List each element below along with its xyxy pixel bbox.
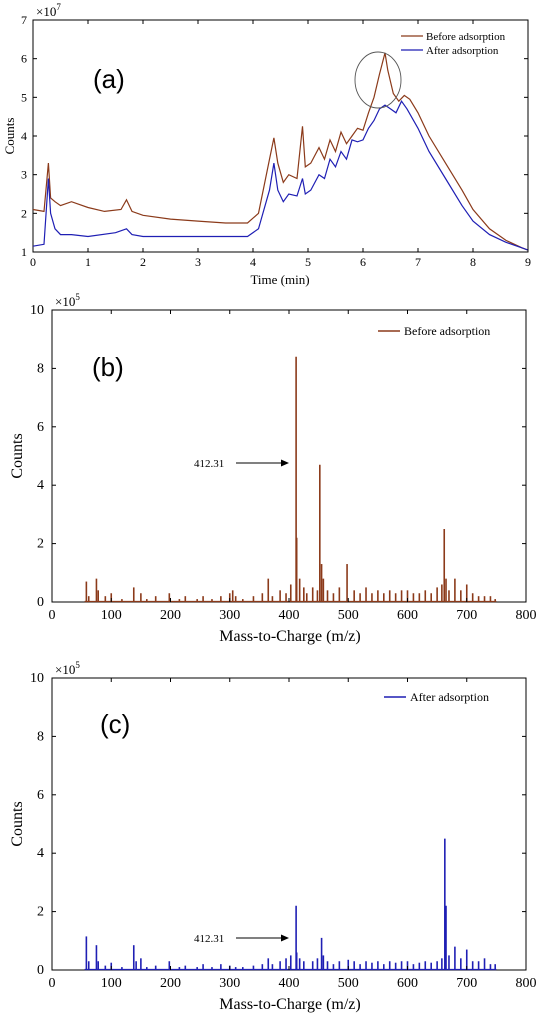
x-tick-label: 200	[160, 976, 181, 991]
legend-label-after: After adsorption	[426, 45, 499, 57]
annotation-arrowhead	[281, 934, 289, 942]
panel-c-legend: After adsorption	[384, 690, 489, 704]
panel-c: 0 100 200 300 400 500 600 700 800 0 2 4 6 8 10 ×105 Co…	[9, 660, 537, 1013]
panel-b-x-label: Mass-to-Charge (m/z)	[219, 628, 360, 645]
y-tick-label: 10	[30, 671, 44, 686]
y-tick-label: 6	[37, 788, 44, 803]
panel-a-y-exponent: ×107	[36, 2, 61, 19]
x-tick-label: 800	[516, 608, 537, 623]
y-tick-label: 5	[21, 90, 27, 104]
panel-b-label: (b)	[92, 352, 124, 382]
panel-c-x-label: Mass-to-Charge (m/z)	[219, 996, 360, 1013]
panel-c-label: (c)	[100, 709, 130, 739]
series-line-after	[32, 100, 529, 251]
x-tick-label: 9	[525, 255, 531, 269]
legend-label-after: After adsorption	[410, 690, 489, 704]
x-tick-label: 4	[250, 255, 256, 269]
x-tick-label: 3	[195, 255, 201, 269]
annotation-mz-label: 412.31	[194, 933, 224, 945]
x-tick-label: 500	[338, 608, 359, 623]
x-tick-label: 300	[219, 608, 240, 623]
panel-a-y-label: Counts	[2, 118, 17, 155]
y-tick-label: 7	[21, 13, 27, 27]
y-tick-label: 4	[21, 129, 27, 143]
x-tick-label: 2	[140, 255, 146, 269]
y-tick-label: 3	[21, 168, 27, 182]
x-tick-label: 100	[101, 608, 122, 623]
y-tick-label: 6	[21, 52, 27, 66]
y-tick-label: 2	[21, 206, 27, 220]
panel-a-label: (a)	[93, 64, 125, 94]
x-tick-label: 800	[516, 976, 537, 991]
panel-a-x-label: Time (min)	[250, 272, 309, 287]
x-tick-label: 0	[30, 255, 36, 269]
x-tick-label: 600	[397, 976, 418, 991]
x-tick-label: 0	[49, 976, 56, 991]
panel-b: 0 100 200 300 400 500 600 700 800 0 2 4 6 8 10 ×105 Co…	[9, 292, 537, 645]
panel-c-y-label: Counts	[9, 801, 26, 846]
series-line-before	[32, 52, 529, 251]
annotation-mz-label: 412.31	[194, 458, 224, 470]
y-tick-label: 8	[37, 729, 44, 744]
annotation-arrowhead	[281, 459, 289, 467]
y-tick-label: 2	[37, 905, 44, 920]
y-tick-label: 10	[30, 303, 44, 318]
y-tick-label: 4	[37, 478, 44, 493]
y-tick-label: 2	[37, 537, 44, 552]
x-tick-label: 500	[338, 976, 359, 991]
y-tick-label: 0	[37, 595, 44, 610]
x-tick-label: 5	[305, 255, 311, 269]
x-tick-label: 8	[470, 255, 476, 269]
x-tick-label: 7	[415, 255, 421, 269]
panel-b-annotation: 412.31	[194, 458, 289, 470]
x-tick-label: 400	[279, 608, 300, 623]
y-tick-label: 4	[37, 846, 44, 861]
panel-b-legend: Before adsorption	[378, 324, 490, 338]
y-tick-label: 1	[21, 245, 27, 259]
y-tick-label: 6	[37, 420, 44, 435]
legend-label-before: Before adsorption	[426, 31, 506, 43]
peak-highlight-circle	[354, 51, 402, 109]
x-tick-label: 0	[49, 608, 56, 623]
x-tick-label: 400	[279, 976, 300, 991]
panel-b-y-exponent: ×105	[55, 292, 80, 309]
panel-a-legend: Before adsorption After adsorption	[401, 31, 506, 57]
x-tick-label: 700	[456, 608, 477, 623]
panel-b-y-label: Counts	[9, 433, 26, 478]
x-tick-label: 600	[397, 608, 418, 623]
x-tick-label: 200	[160, 608, 181, 623]
x-tick-label: 700	[456, 976, 477, 991]
legend-label-before: Before adsorption	[404, 324, 490, 338]
x-tick-label: 6	[360, 255, 366, 269]
x-tick-label: 100	[101, 976, 122, 991]
y-tick-label: 8	[37, 361, 44, 376]
panel-c-annotation: 412.31	[194, 933, 289, 945]
panel-c-y-exponent: ×105	[55, 660, 80, 677]
x-tick-label: 1	[85, 255, 91, 269]
y-tick-label: 0	[37, 963, 44, 978]
x-tick-label: 300	[219, 976, 240, 991]
